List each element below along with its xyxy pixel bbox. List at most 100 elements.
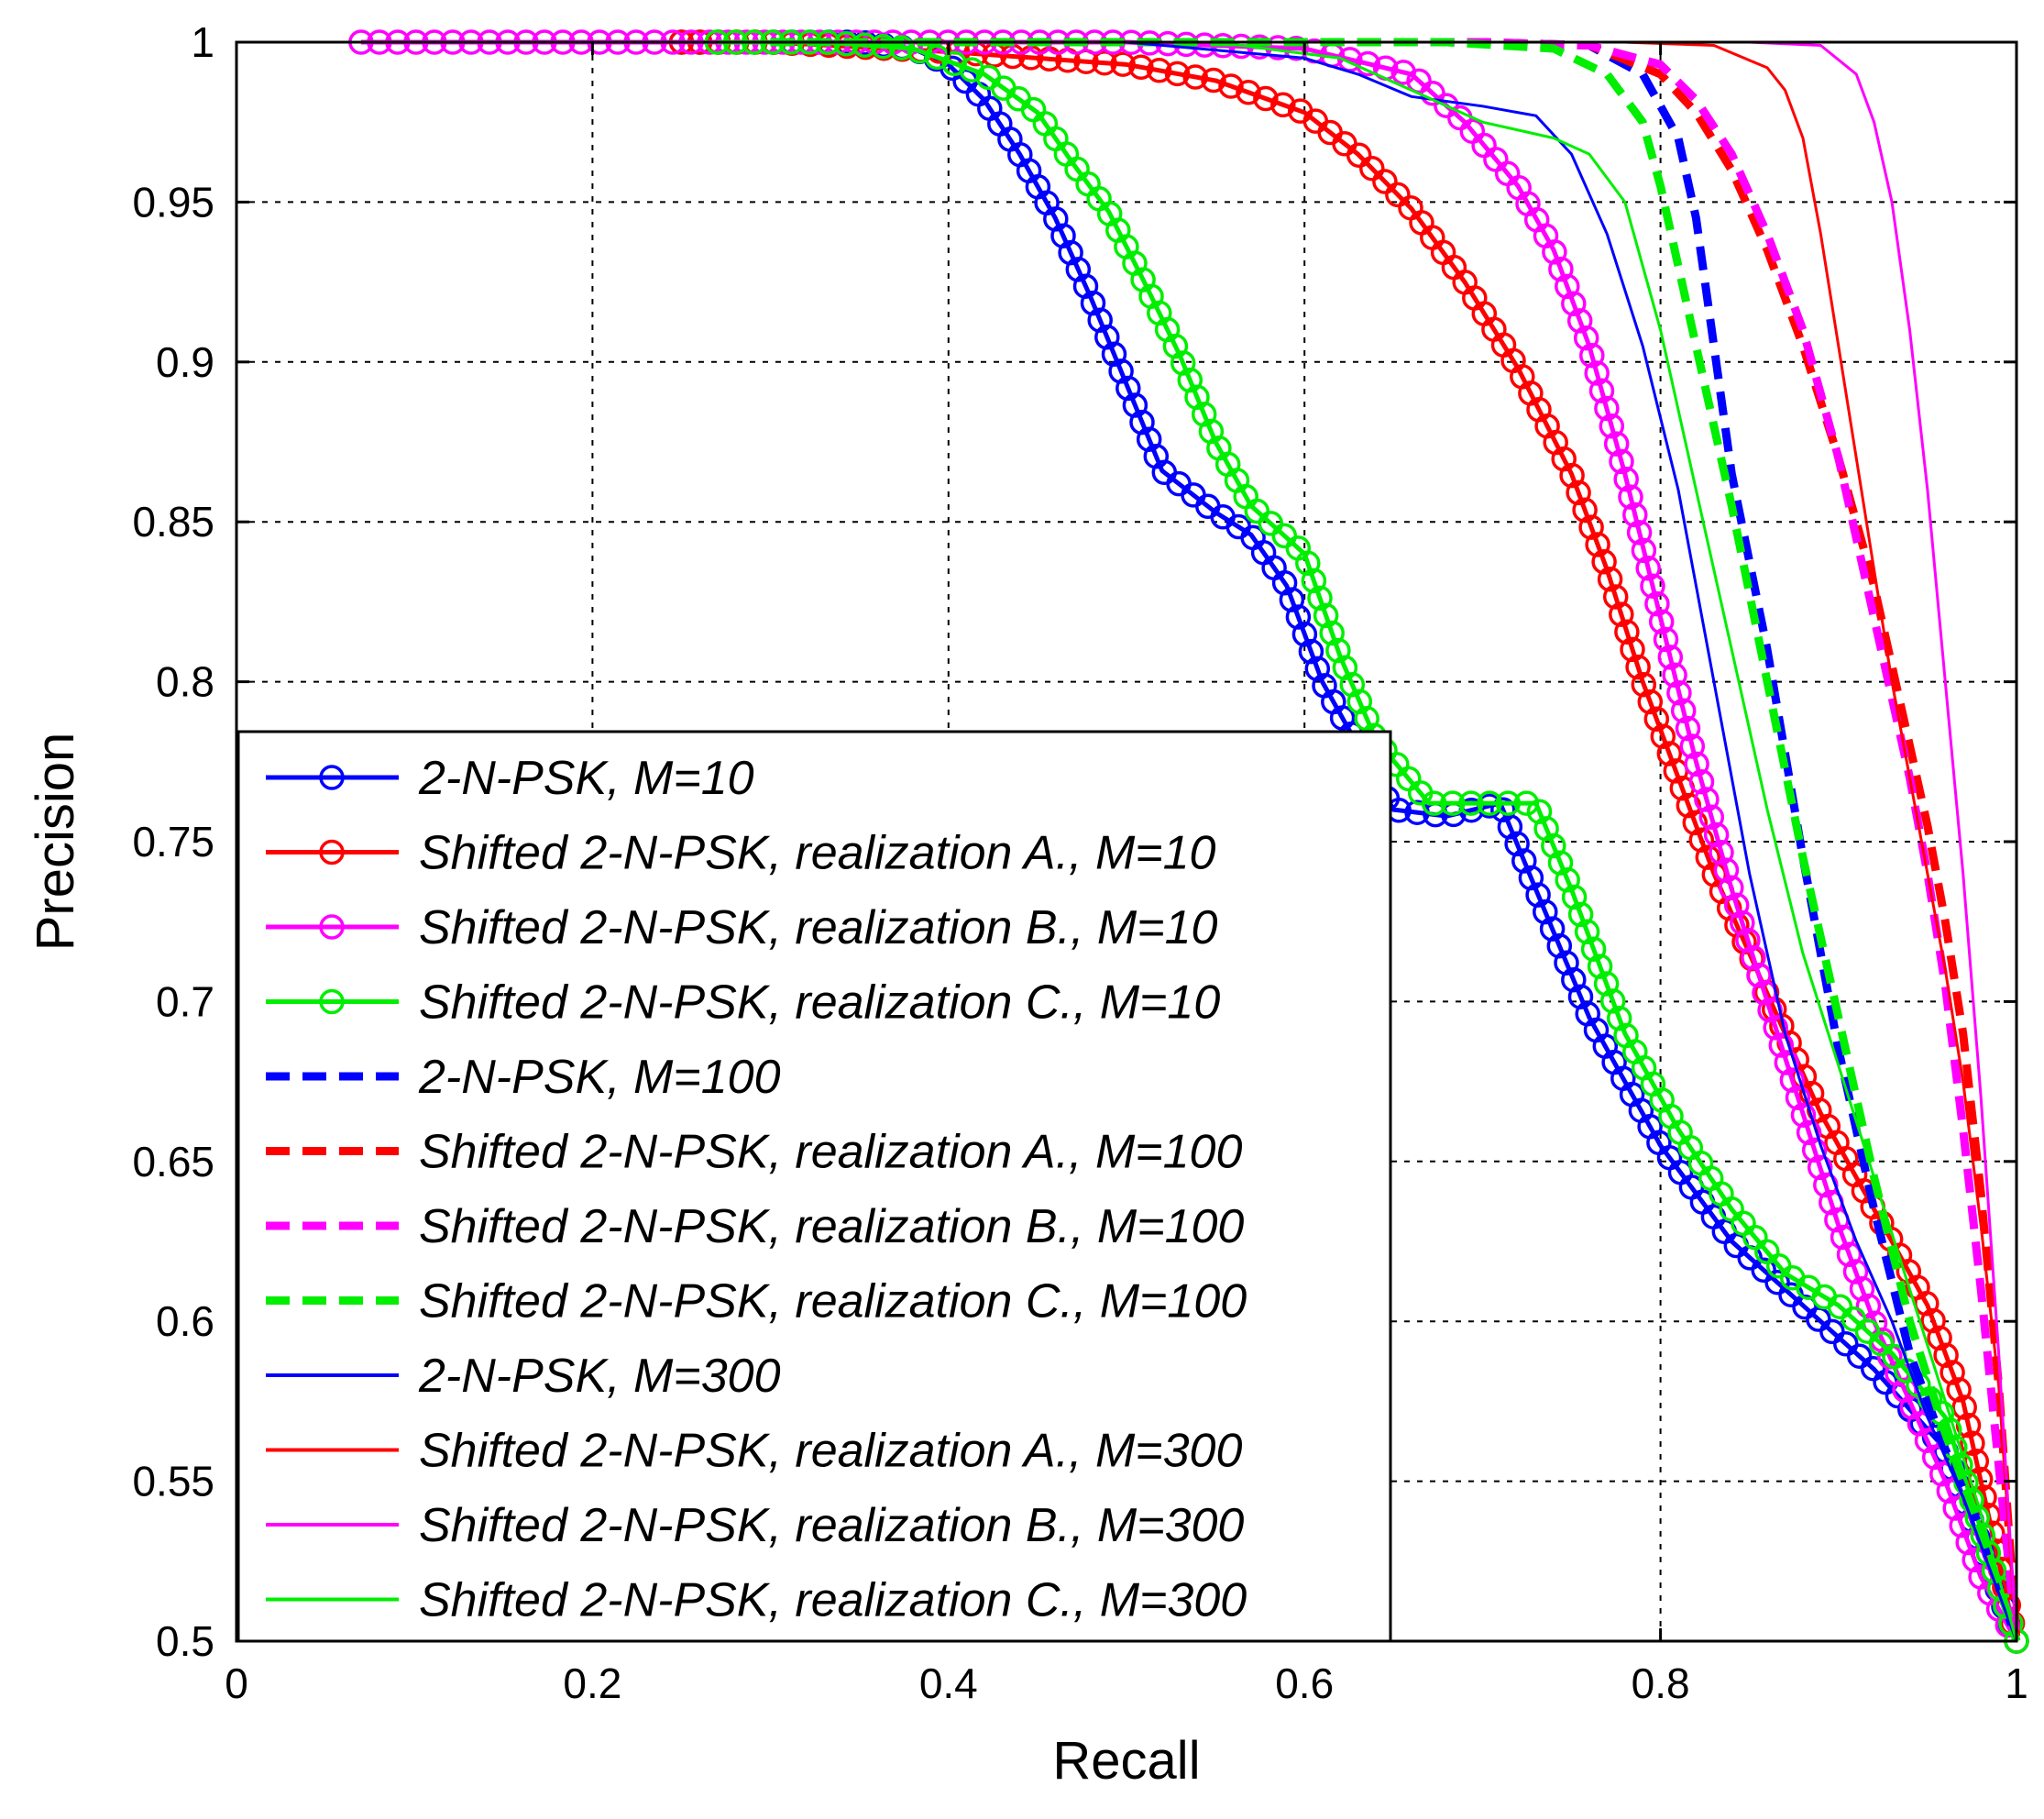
series-marker	[1554, 950, 1579, 976]
series-marker	[1688, 827, 1715, 853]
series-marker	[1533, 898, 1558, 925]
series-marker	[1094, 325, 1120, 350]
legend-entry: Shifted 2-N-PSK, realization C., M=100	[266, 1275, 1247, 1328]
legend: 2-N-PSK, M=10 Shifted 2-N-PSK, realizatio…	[236, 730, 1392, 1643]
legend-label: 2-N-PSK, M=300	[418, 1350, 781, 1403]
series-marker	[1561, 966, 1587, 993]
legend-marker	[319, 839, 345, 865]
series-marker	[1271, 570, 1298, 596]
legend-marker	[319, 988, 345, 1015]
y-tick-label: 0.95	[132, 178, 214, 226]
series-marker	[1513, 790, 1540, 816]
series-marker	[1218, 73, 1244, 99]
series-marker	[1359, 155, 1385, 182]
series-marker	[1626, 520, 1653, 546]
series-marker	[1122, 392, 1148, 418]
y-tick-label: 0.55	[132, 1458, 214, 1505]
series-marker	[1578, 514, 1604, 540]
y-tick-label: 0.8	[156, 658, 214, 706]
series-marker	[1709, 840, 1734, 865]
series-marker	[1574, 919, 1600, 945]
y-tick-label: 1	[191, 18, 214, 66]
series-marker	[1785, 1085, 1811, 1110]
series-marker	[1606, 1006, 1632, 1031]
series-marker	[1836, 1241, 1863, 1268]
legend-label: 2-N-PSK, M=10	[418, 752, 754, 805]
legend-label: Shifted 2-N-PSK, realization A., M=100	[419, 1126, 1242, 1179]
series-marker	[1559, 462, 1585, 489]
series-marker	[1539, 916, 1566, 942]
series-marker	[1495, 790, 1522, 816]
legend-entry: Shifted 2-N-PSK, realization B., M=300	[266, 1499, 1244, 1552]
series-marker	[1271, 523, 1298, 549]
series-marker	[1842, 1259, 1869, 1284]
series-marker	[1774, 1050, 1800, 1075]
legend-entry: Shifted 2-N-PSK, realization B., M=10	[266, 901, 1217, 954]
series-marker	[1458, 790, 1484, 816]
series-marker	[1110, 51, 1136, 77]
series-marker	[1580, 936, 1607, 962]
series-marker	[1177, 367, 1203, 393]
legend-label: Shifted 2-N-PSK, realization B., M=10	[419, 901, 1217, 954]
series-marker	[1723, 892, 1750, 919]
series-marker	[1951, 1395, 1977, 1420]
series-marker	[1764, 1269, 1790, 1295]
series-marker	[1579, 342, 1605, 369]
series-marker	[1567, 984, 1594, 1009]
series-marker	[1182, 64, 1208, 90]
series-marker	[1184, 384, 1210, 411]
series-marker	[1585, 532, 1610, 557]
series-marker	[1855, 1293, 1882, 1319]
series-marker	[1741, 944, 1766, 971]
series-marker	[1657, 645, 1684, 670]
x-tick-label: 0.6	[1275, 1659, 1334, 1707]
series-line	[770, 40, 2018, 1642]
series-marker	[1719, 875, 1744, 901]
series-shifted-2-n-psk-realization-c-m-100	[770, 38, 2021, 1643]
series-marker	[1477, 790, 1502, 816]
series-marker	[1698, 804, 1725, 831]
series-marker	[1603, 431, 1630, 457]
series-marker	[1080, 290, 1106, 316]
series-marker	[1637, 689, 1664, 715]
series-marker	[1421, 790, 1447, 816]
series-marker	[1587, 954, 1613, 979]
legend-entry: Shifted 2-N-PSK, realization A., M=100	[266, 1126, 1242, 1179]
series-marker	[1355, 50, 1381, 77]
y-tick-label: 0.7	[156, 977, 214, 1025]
series-line	[770, 40, 2018, 1642]
series-marker	[1597, 567, 1623, 592]
series-shifted-2-n-psk-realization-c-m-300	[770, 40, 2018, 1642]
series-marker	[1129, 409, 1155, 435]
series-marker	[1620, 636, 1645, 663]
series-marker	[1796, 1119, 1822, 1146]
legend-label: Shifted 2-N-PSK, realization A., M=10	[419, 827, 1216, 880]
legend-label: Shifted 2-N-PSK, realization C., M=100	[419, 1275, 1247, 1328]
series-marker	[1807, 1154, 1833, 1181]
series-marker	[1572, 497, 1598, 524]
legend-marker	[319, 914, 345, 940]
legend-entry: Shifted 2-N-PSK, realization C., M=300	[266, 1574, 1247, 1627]
series-marker	[1295, 550, 1321, 577]
series-marker	[1313, 602, 1339, 629]
series-shifted-2-n-psk-realization-b-m-100	[770, 38, 2021, 1642]
series-line	[770, 40, 2018, 1642]
series-marker	[1684, 751, 1709, 777]
series-marker	[1164, 61, 1191, 87]
series-marker	[1547, 850, 1574, 876]
y-tick-label: 0.85	[132, 498, 214, 546]
legend-label: Shifted 2-N-PSK, realization B., M=100	[419, 1200, 1244, 1253]
series-marker	[1201, 67, 1226, 94]
series-marker	[1933, 1342, 1959, 1368]
legend-box	[236, 730, 1392, 1643]
x-tick-label: 0.2	[563, 1659, 621, 1707]
series-marker	[1279, 587, 1305, 612]
series-marker	[1955, 1412, 1982, 1439]
series-marker	[1650, 723, 1676, 749]
series-marker	[1648, 609, 1675, 634]
series-marker	[1682, 810, 1709, 836]
series-marker	[1270, 92, 1296, 118]
series-marker	[1561, 884, 1588, 910]
series-marker	[1849, 1276, 1875, 1302]
